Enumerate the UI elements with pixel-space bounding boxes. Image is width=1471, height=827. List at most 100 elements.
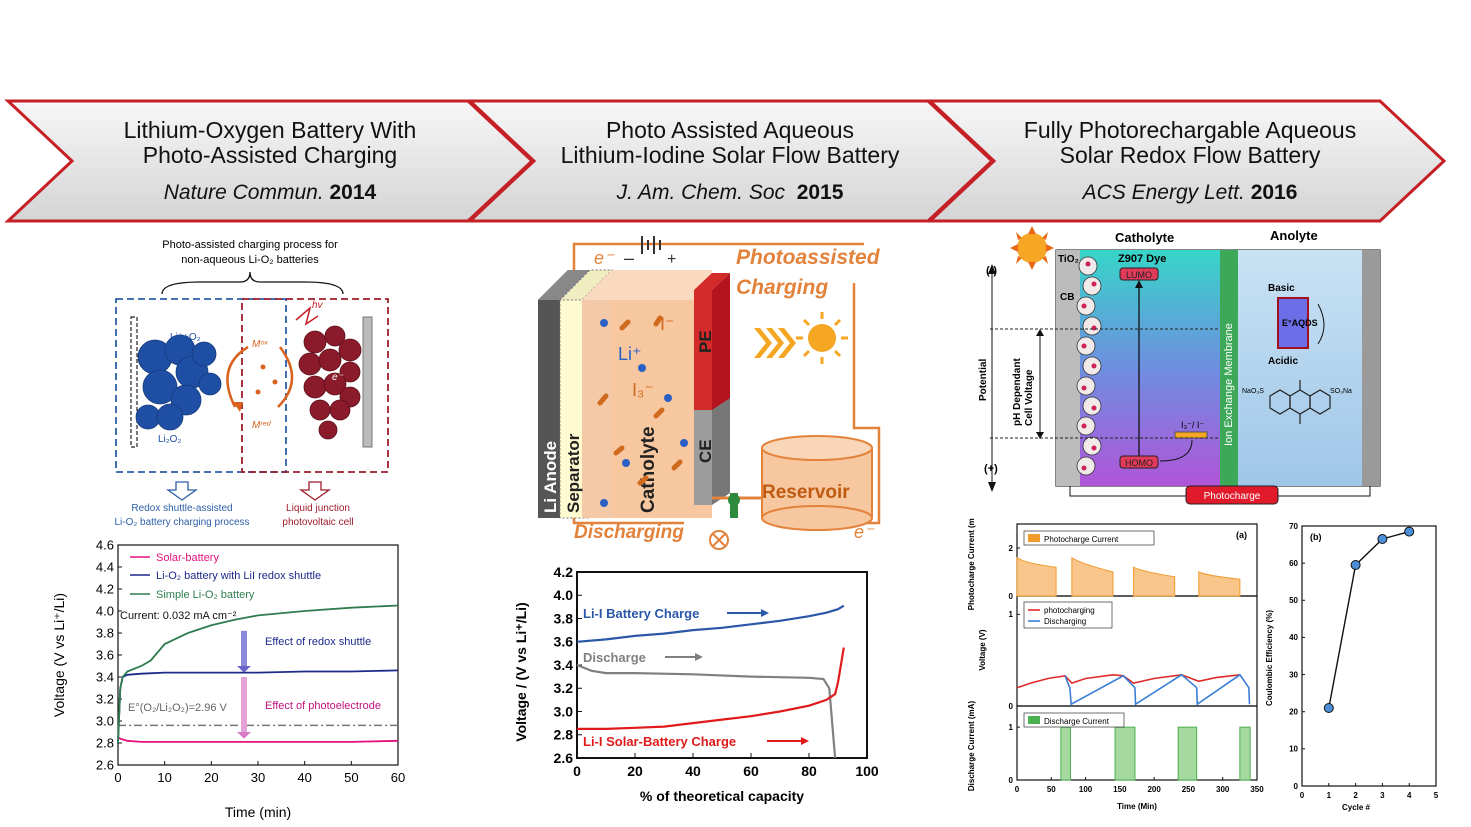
- legend: Solar-battery Li-O₂ battery with LiI red…: [130, 552, 321, 601]
- data-point: [1404, 526, 1415, 537]
- y-tick-label: 0: [1294, 782, 1299, 791]
- x-tick-label: 150: [1113, 785, 1127, 794]
- light-bolt-icon: [295, 305, 319, 326]
- membrane-label: Ion Exchange Membrane: [1223, 323, 1235, 446]
- load-icon: [709, 530, 729, 550]
- arrow-photo-head: [237, 732, 251, 739]
- banner-title-line2: Lithium-Iodine Solar Flow Battery: [560, 142, 900, 168]
- arrow-redox-shaft: [241, 630, 247, 666]
- sun-icon: [1010, 226, 1054, 270]
- banner-year: 2014: [329, 181, 377, 204]
- data-point: [1377, 534, 1388, 544]
- y-tick-label: 2: [1009, 544, 1014, 553]
- data-point: [1350, 560, 1361, 570]
- legend-item: Simple Li-O₂ battery: [156, 589, 255, 601]
- x-tick-label: 40: [297, 770, 311, 785]
- y-tick-label: 2.8: [554, 727, 574, 743]
- x-tick-label: 1: [1327, 791, 1332, 800]
- sun-icon: [796, 312, 848, 364]
- series-line: [1328, 530, 1410, 709]
- banner-journal: ACS Energy Lett.: [1082, 181, 1245, 204]
- triiodide-label: I₃⁻: [632, 380, 654, 400]
- x-tick-label: 50: [344, 770, 358, 785]
- x-tick-label: 0: [1015, 785, 1020, 794]
- lumo-label: LUMO: [1126, 270, 1152, 280]
- y-tick-label: 60: [1289, 559, 1298, 568]
- panel-label: (b): [1310, 532, 1322, 542]
- series-line: [1016, 673, 1240, 689]
- data-point: [1323, 703, 1334, 713]
- homo-label: HOMO: [1125, 458, 1153, 468]
- x-tick-label: 0: [1300, 791, 1305, 800]
- x-tick-label: 0: [114, 770, 121, 785]
- x-axis-label: Time (Min): [1117, 802, 1157, 811]
- ion-exchange-membrane: [1220, 250, 1238, 486]
- y-tick-label: 2.8: [96, 736, 114, 751]
- banner-chevron-3: [926, 99, 1447, 223]
- x-tick-label: 300: [1216, 785, 1230, 794]
- separator-label: Separator: [564, 433, 583, 513]
- photoelectrode-particles: [298, 325, 362, 440]
- y-tick-label: 3.6: [554, 634, 574, 650]
- plus-sign: +: [667, 251, 676, 268]
- iodide-label: I⁻: [660, 314, 675, 334]
- y-tick-label: 40: [1289, 633, 1298, 642]
- legend-item: photocharging: [1044, 606, 1095, 615]
- series-line: [577, 647, 845, 730]
- plus-label: (+): [984, 463, 998, 475]
- x-tick-label: 200: [1147, 785, 1161, 794]
- y-tick-label: 1: [1009, 723, 1014, 732]
- x-tick-label: 100: [855, 763, 879, 779]
- mox-label: Mᵒˣ: [252, 339, 268, 350]
- electron-top: e⁻: [594, 248, 615, 268]
- discharge-pulse: [1060, 726, 1071, 781]
- y-tick-label: 4.2: [554, 564, 574, 580]
- x-tick-label: 40: [685, 763, 701, 779]
- x-axis-label: Time (min): [225, 804, 291, 820]
- y-tick-label: 4.6: [96, 538, 114, 553]
- chart-voltage-vs-time: 0 10 20 30 40 50 60 2.6 2.8 3.0 3.2 3.4 3.6 3.8 4.0 4.2…: [51, 538, 405, 820]
- y-tick-label: 1: [1009, 610, 1014, 619]
- y-tick-label: 0: [1009, 702, 1014, 711]
- y-tick-label: 2.6: [96, 758, 114, 773]
- photovoltaic-box: [241, 298, 389, 473]
- timeline-banner: [4, 99, 1447, 223]
- discharging-label: Discharging: [574, 522, 684, 543]
- banner-title-line1: Photo Assisted Aqueous: [605, 117, 855, 143]
- y-tick-label: 3.6: [96, 648, 114, 663]
- basic-label: Basic: [1268, 283, 1295, 294]
- x-tick-label: 60: [391, 770, 405, 785]
- schematic-title: non-aqueous Li-O₂ batteries: [181, 254, 319, 266]
- panel-label: (a): [1236, 530, 1247, 540]
- annotation-current: Current: 0.032 mA cm⁻²: [120, 610, 237, 622]
- charging-label: Charging: [736, 276, 828, 299]
- y-tick-label: 3.4: [554, 657, 574, 673]
- reference-label: E°(O₂/Li₂O₂)=2.96 V: [128, 702, 227, 714]
- panel1-schematic: Photo-assisted charging process for non-…: [114, 239, 389, 528]
- legend-item: Photocharge Current: [1044, 535, 1119, 544]
- y-tick-label: 4.0: [554, 587, 574, 603]
- anolyte-label: Anolyte: [1270, 228, 1318, 243]
- y-tick-label: 3.2: [554, 680, 574, 696]
- battery-icon: [641, 236, 661, 254]
- redox-shuttle-box: [115, 298, 287, 473]
- x-tick-label: 10: [157, 770, 171, 785]
- series-line: [576, 604, 845, 643]
- x-tick-label: 2: [1353, 791, 1358, 800]
- arrow-down-icon: [165, 481, 199, 501]
- x-tick-label: 30: [251, 770, 265, 785]
- y-tick-label: 0: [1009, 592, 1014, 601]
- y-tick-label: 70: [1289, 522, 1298, 531]
- banner-title-line1: Fully Photorechargable Aqueous: [1023, 117, 1357, 143]
- panel3-schematic: Catholyte Anolyte TiO₂ CB Z907 Dye LUMO …: [978, 226, 1381, 505]
- series-label: Li-I Solar-Battery Charge: [583, 734, 736, 749]
- x-tick-label: 4: [1407, 791, 1412, 800]
- arrow-photo-shaft: [241, 677, 247, 732]
- y-tick-label: 50: [1289, 596, 1298, 605]
- photocharge-pulse: [1071, 556, 1114, 597]
- x-tick-label: 20: [627, 763, 643, 779]
- banner-item-2016: Fully Photorechargable Aqueous Solar Red…: [990, 118, 1390, 205]
- minus-label: (-): [986, 265, 997, 277]
- photocharge-label: Photocharge: [1204, 491, 1261, 502]
